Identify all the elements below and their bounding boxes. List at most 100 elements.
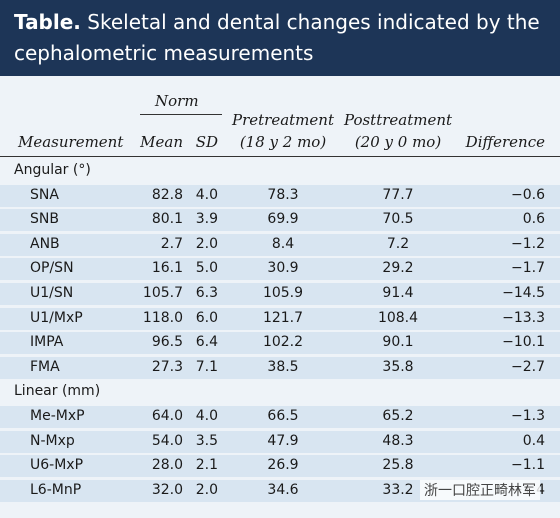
measurement-name: L6-MnP (30, 481, 82, 498)
measurement-name: U1/MxP (30, 309, 83, 326)
cell-value: 3.9 (195, 211, 218, 228)
column-header: Measurement (18, 133, 124, 151)
cell-value: 70.5 (382, 211, 414, 228)
cell-value: 30.9 (267, 260, 299, 277)
cell-value: 66.5 (267, 408, 299, 424)
cell-value: 26.9 (267, 457, 299, 474)
cell-value: 80.1 (151, 211, 183, 228)
cell-value: 64.0 (151, 408, 183, 424)
cell-value: 78.3 (267, 186, 299, 203)
section-label: Linear (mm) (14, 383, 101, 400)
measurement-name: U1/SN (30, 285, 74, 301)
cell-value: 0.4 (522, 432, 545, 449)
cell-value: 47.9 (267, 432, 299, 449)
cell-value: 4.0 (195, 408, 218, 424)
cell-value: 102.2 (262, 334, 304, 351)
cell-value: 28.0 (151, 457, 183, 474)
cell-value: 54.0 (151, 432, 183, 449)
measurement-name: IMPA (30, 334, 64, 351)
measurement-name: N-Mxp (30, 432, 75, 449)
measurement-name: U6-MxP (30, 457, 84, 474)
header-rule (0, 156, 560, 157)
cell-value: −0.6 (511, 186, 545, 203)
cell-value: 91.4 (382, 285, 414, 301)
row-background (0, 430, 560, 453)
cell-value: 27.3 (151, 358, 183, 375)
cell-value: 6.3 (195, 285, 218, 301)
title-text: Skeletal and dental changes indicated by… (87, 10, 540, 34)
title-line: Table. Skeletal and dental changes indic… (14, 10, 540, 34)
cell-value: 8.4 (271, 235, 295, 252)
row-background (0, 258, 560, 281)
cell-value: 105.7 (142, 285, 183, 301)
cell-value: 65.2 (382, 408, 414, 424)
cell-value: 118.0 (142, 309, 183, 326)
cell-value: 33.2 (382, 481, 414, 498)
row-background (0, 406, 560, 428)
measurement-name: OP/SN (30, 260, 74, 277)
row-background (0, 209, 560, 232)
title-band (0, 0, 560, 76)
cell-value: 82.8 (151, 186, 183, 203)
cell-value: 25.8 (382, 457, 414, 474)
row-background (0, 332, 560, 355)
row-background (0, 356, 560, 379)
title-line: cephalometric measurements (14, 41, 314, 65)
cell-value: 7.1 (195, 358, 218, 375)
cell-value: 34.6 (267, 481, 299, 498)
column-subheader: (20 y 0 mo) (354, 133, 442, 151)
section-label: Angular (°) (14, 162, 91, 178)
column-header: Difference (465, 133, 545, 151)
cell-value: 16.1 (151, 260, 183, 277)
cell-value: 108.4 (377, 309, 419, 326)
measurement-name: SNA (30, 186, 59, 203)
row-background (0, 455, 560, 478)
cell-value: −1.1 (511, 457, 545, 474)
cell-value: −1.3 (511, 408, 545, 424)
cell-value: −1.2 (511, 235, 545, 252)
cell-value: 96.5 (151, 334, 183, 351)
measurement-name: Me-MxP (30, 408, 85, 424)
title-bold: Table. (14, 10, 81, 34)
cell-value: 121.7 (262, 309, 304, 326)
measurement-name: FMA (30, 358, 60, 375)
cell-value: 0.6 (522, 211, 545, 228)
cell-value: 32.0 (151, 481, 183, 498)
measurement-name: ANB (30, 235, 60, 252)
group-rule (140, 114, 222, 115)
row-background (0, 184, 560, 207)
column-header: SD (195, 133, 218, 151)
cell-value: 5.0 (195, 260, 218, 277)
column-header: Posttreatment (343, 111, 453, 129)
cell-value: 2.1 (195, 457, 218, 474)
measurement-name: SNB (30, 211, 59, 228)
cell-value: 35.8 (382, 358, 414, 375)
cell-value: 6.4 (195, 334, 218, 351)
group-header: Norm (155, 92, 199, 110)
cell-value: −10.1 (502, 334, 545, 351)
cell-value: −2.7 (511, 358, 545, 375)
cell-value: 29.2 (382, 260, 414, 277)
cell-value: 48.3 (382, 432, 414, 449)
cell-value: 38.5 (267, 358, 299, 375)
cell-value: 2.7 (160, 235, 183, 252)
cell-value: 69.9 (267, 211, 299, 228)
cell-value: −14.5 (502, 285, 545, 301)
cell-value: 2.0 (195, 235, 218, 252)
cell-value: 90.1 (382, 334, 414, 351)
cell-value: 6.0 (195, 309, 218, 326)
column-subheader: (18 y 2 mo) (239, 133, 327, 151)
cell-value: −1.7 (511, 260, 545, 277)
row-background (0, 283, 560, 305)
cell-value: 3.5 (195, 432, 218, 449)
watermark: 浙一口腔正畸林军 (420, 480, 540, 500)
row-background (0, 307, 560, 330)
cell-value: 105.9 (262, 285, 304, 301)
cell-value: 4.0 (195, 186, 218, 203)
cell-value: −13.3 (502, 309, 545, 326)
column-header: Pretreatment (232, 111, 334, 129)
row-background (0, 233, 560, 256)
cell-value: 2.0 (195, 481, 218, 498)
cell-value: 77.7 (382, 186, 414, 203)
